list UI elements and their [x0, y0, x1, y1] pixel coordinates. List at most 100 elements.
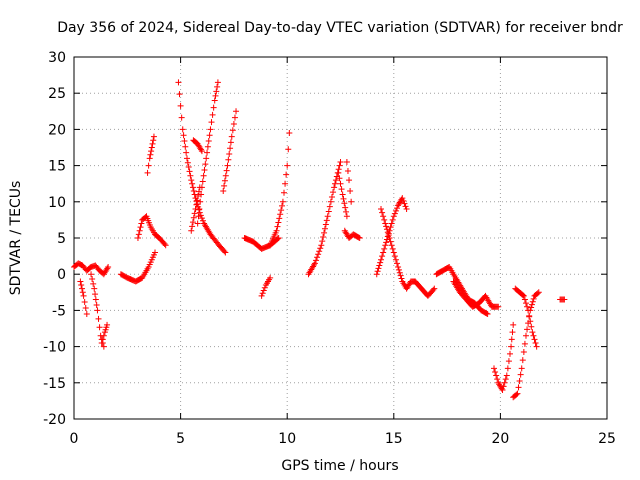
- data-point: [384, 233, 391, 240]
- data-point: [279, 198, 286, 205]
- data-point: [210, 104, 217, 111]
- data-point: [317, 245, 324, 252]
- data-point: [400, 197, 407, 204]
- series-seg21: [373, 195, 410, 278]
- data-point: [221, 177, 228, 184]
- data-point: [227, 145, 234, 152]
- data-point: [161, 241, 168, 248]
- data-point: [344, 168, 351, 175]
- data-point: [494, 376, 501, 383]
- data-point: [500, 383, 507, 390]
- data-point: [209, 111, 216, 118]
- series-seg9: [188, 184, 203, 234]
- data-point: [149, 140, 156, 147]
- data-point: [499, 387, 506, 394]
- series-seg17: [335, 169, 350, 220]
- data-point: [526, 312, 533, 319]
- data-point: [430, 286, 437, 293]
- data-point: [381, 216, 388, 223]
- x-tick-label: 20: [491, 431, 509, 447]
- data-point: [321, 225, 328, 232]
- data-point: [532, 339, 539, 346]
- data-point: [338, 186, 345, 193]
- series-seg13: [241, 235, 282, 252]
- data-point: [314, 254, 321, 261]
- data-point: [326, 203, 333, 210]
- data-point: [495, 303, 502, 310]
- data-point: [277, 211, 284, 218]
- data-point: [258, 292, 265, 299]
- data-point: [213, 88, 220, 95]
- data-point: [336, 162, 343, 169]
- data-point: [516, 377, 523, 384]
- y-tick-label: -10: [43, 340, 66, 356]
- data-point: [381, 245, 388, 252]
- data-point: [402, 203, 409, 210]
- data-point: [387, 238, 394, 245]
- data-point: [312, 257, 319, 264]
- series-seg25: [491, 321, 517, 394]
- axis-ticks: 0 5 10 15 20 25 30 25 20 15 10 5 0 -5 -10 -15 -20: [43, 50, 616, 447]
- data-point: [138, 220, 145, 227]
- data-point: [104, 321, 111, 328]
- data-point: [382, 220, 389, 227]
- data-point: [390, 249, 397, 256]
- data-point: [231, 114, 238, 121]
- data-point: [144, 169, 151, 176]
- data-point: [145, 162, 152, 169]
- data-point: [198, 146, 205, 153]
- data-point: [382, 242, 389, 249]
- data-point: [193, 201, 200, 208]
- y-tick-label: 0: [57, 267, 66, 283]
- data-point: [100, 332, 107, 339]
- data-point: [319, 238, 326, 245]
- data-point: [178, 114, 185, 121]
- data-point: [383, 236, 390, 243]
- data-point: [517, 371, 524, 378]
- data-point: [483, 310, 490, 317]
- data-point: [201, 166, 208, 173]
- data-point: [92, 291, 99, 298]
- y-tick-label: -5: [52, 303, 66, 319]
- data-point: [259, 290, 266, 297]
- data-point: [198, 184, 205, 191]
- chart-title: Day 356 of 2024, Sidereal Day-to-day VTE…: [57, 20, 623, 36]
- data-point: [189, 180, 196, 187]
- data-point: [134, 235, 141, 241]
- series-seg24: [450, 278, 502, 310]
- data-point: [204, 149, 211, 156]
- data-point: [275, 235, 282, 241]
- data-point: [376, 262, 383, 269]
- data-point: [403, 206, 410, 213]
- data-point: [383, 223, 390, 230]
- data-point: [392, 256, 399, 263]
- data-point: [94, 307, 101, 314]
- data-point: [519, 357, 526, 364]
- data-point: [261, 284, 268, 291]
- data-point: [150, 137, 157, 144]
- data-point: [320, 233, 327, 240]
- data-point: [207, 126, 214, 133]
- data-point: [389, 245, 396, 252]
- data-point: [401, 200, 408, 207]
- data-point: [195, 213, 202, 220]
- y-axis-label: SDTVAR / TECUs: [8, 181, 24, 296]
- data-point: [340, 195, 347, 202]
- data-point: [190, 187, 197, 194]
- data-point: [182, 143, 189, 150]
- data-point: [491, 365, 498, 372]
- y-tick-label: -15: [43, 376, 66, 392]
- y-tick-label: -20: [43, 412, 66, 428]
- data-point: [204, 143, 211, 150]
- data-point: [226, 151, 233, 158]
- data-point: [325, 208, 332, 215]
- data-point: [183, 149, 190, 156]
- data-point: [203, 155, 210, 162]
- data-point: [502, 376, 509, 383]
- data-point: [375, 265, 382, 272]
- y-tick-label: 5: [57, 231, 66, 247]
- data-point: [508, 343, 515, 350]
- data-point: [79, 289, 86, 296]
- data-point: [324, 213, 331, 220]
